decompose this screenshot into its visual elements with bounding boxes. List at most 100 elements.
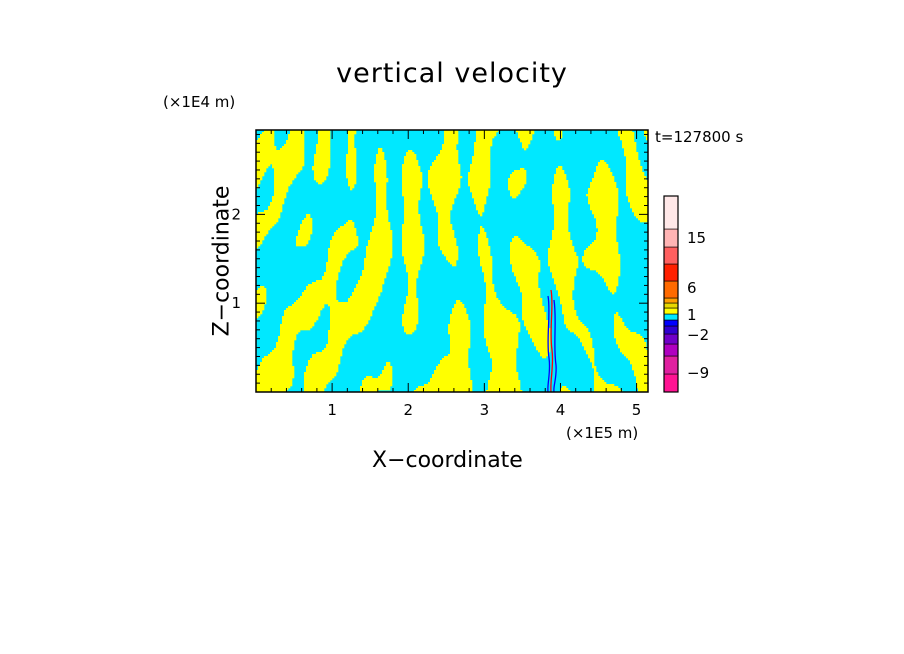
field-updraft-cell xyxy=(274,192,287,195)
field-updraft-cell xyxy=(596,232,617,235)
field-updraft-cell xyxy=(326,262,343,265)
y-tick-label: 2 xyxy=(231,205,241,223)
field-updraft-cell xyxy=(362,270,389,273)
field-updraft-cell xyxy=(274,174,297,177)
field-updraft-cell xyxy=(592,364,595,367)
field-updraft-cell xyxy=(270,202,285,205)
field-updraft-cell xyxy=(618,130,633,133)
field-updraft-cell xyxy=(626,192,648,195)
field-updraft-cell xyxy=(586,248,619,251)
field-updraft-cell xyxy=(638,388,648,391)
field-updraft-cell xyxy=(404,212,419,215)
field-updraft-cell xyxy=(486,298,499,301)
field-updraft-cell xyxy=(404,312,419,315)
field-updraft-cell xyxy=(256,314,261,317)
field-updraft-cell xyxy=(402,186,423,189)
field-updraft-cell xyxy=(328,338,349,341)
field-updraft-cell xyxy=(512,270,541,273)
field-updraft-cell xyxy=(560,390,571,392)
field-updraft-cell xyxy=(592,242,619,245)
field-updraft-cell xyxy=(348,130,357,133)
field-updraft-cell xyxy=(510,258,539,261)
field-updraft-cell xyxy=(402,164,419,167)
field-updraft-cell xyxy=(600,274,621,277)
field-updraft-cell xyxy=(404,330,415,333)
field-updraft-cell xyxy=(296,236,311,239)
field-updraft-cell xyxy=(322,276,339,279)
field-updraft-cell xyxy=(552,276,575,279)
field-updraft-cell xyxy=(556,172,565,175)
field-updraft-cell xyxy=(636,380,648,383)
field-updraft-cell xyxy=(358,282,385,285)
field-updraft-cell xyxy=(362,274,387,277)
field-updraft-cell xyxy=(350,186,355,189)
field-updraft-cell xyxy=(362,272,387,275)
field-updraft-cell xyxy=(416,388,473,391)
field-updraft-cell xyxy=(534,342,551,345)
field-updraft-cell xyxy=(370,232,393,235)
colorbar-label: 6 xyxy=(687,279,697,297)
field-updraft-cell xyxy=(480,232,487,235)
field-updraft-cell xyxy=(588,356,595,359)
field-updraft-cell xyxy=(490,376,519,379)
field-updraft-cell xyxy=(596,238,617,241)
field-updraft-cell xyxy=(532,338,551,341)
field-updraft-cell xyxy=(438,238,457,241)
field-updraft-cell xyxy=(352,292,381,295)
field-updraft-cell xyxy=(298,230,313,233)
field-updraft-cell xyxy=(438,212,451,215)
field-updraft-cell xyxy=(374,220,389,223)
field-updraft-cell xyxy=(626,170,643,173)
field-updraft-cell xyxy=(340,226,355,229)
field-updraft-cell xyxy=(430,380,473,383)
field-updraft-cell xyxy=(302,294,337,297)
field-updraft-cell xyxy=(638,218,648,221)
field-updraft-cell xyxy=(636,384,648,387)
field-updraft-cell xyxy=(368,240,393,243)
field-updraft-cell xyxy=(444,356,469,359)
field-updraft-cell xyxy=(334,232,357,235)
field-updraft-cell xyxy=(480,256,493,259)
field-updraft-cell xyxy=(284,144,305,147)
field-updraft-cell xyxy=(592,210,619,213)
field-updraft-cell xyxy=(442,250,459,253)
field-updraft-cell xyxy=(256,370,295,373)
field-updraft-cell xyxy=(376,186,387,189)
field-updraft-cell xyxy=(382,370,393,373)
field-updraft-cell xyxy=(632,364,648,367)
field-updraft-cell xyxy=(318,134,331,137)
field-updraft-cell xyxy=(614,334,641,337)
field-updraft-cell xyxy=(428,170,461,173)
field-updraft-cell xyxy=(256,296,267,299)
field-updraft-cell xyxy=(262,358,293,361)
field-updraft-cell xyxy=(434,370,471,373)
field-updraft-cell xyxy=(528,330,551,333)
field-updraft-cell xyxy=(404,216,421,219)
field-updraft-cell xyxy=(474,198,487,201)
field-updraft-cell xyxy=(486,340,519,343)
field-updraft-cell xyxy=(358,280,385,283)
field-updraft-cell xyxy=(402,236,425,239)
field-updraft-cell xyxy=(594,390,623,392)
field-updraft-cell xyxy=(402,322,419,325)
field-updraft-cell xyxy=(626,156,639,159)
field-updraft-cell xyxy=(402,244,425,247)
field-updraft-cell xyxy=(626,180,648,183)
field-updraft-cell xyxy=(514,274,539,277)
field-updraft-cell xyxy=(376,194,387,197)
field-updraft-cell xyxy=(480,260,493,263)
field-updraft-cell xyxy=(476,204,485,207)
field-updraft-cell xyxy=(360,276,387,279)
field-updraft-cell xyxy=(522,302,543,305)
field-updraft-cell xyxy=(540,352,549,355)
field-updraft-cell xyxy=(522,314,547,317)
field-updraft-cell xyxy=(302,222,313,225)
field-updraft-cell xyxy=(300,226,313,229)
field-updraft-cell xyxy=(348,300,379,303)
field-updraft-cell xyxy=(450,352,469,355)
field-updraft-cell xyxy=(586,194,619,197)
field-updraft-cell xyxy=(450,342,471,345)
field-updraft-cell xyxy=(304,390,325,392)
field-updraft-cell xyxy=(634,374,648,377)
field-updraft-cell xyxy=(520,140,531,143)
